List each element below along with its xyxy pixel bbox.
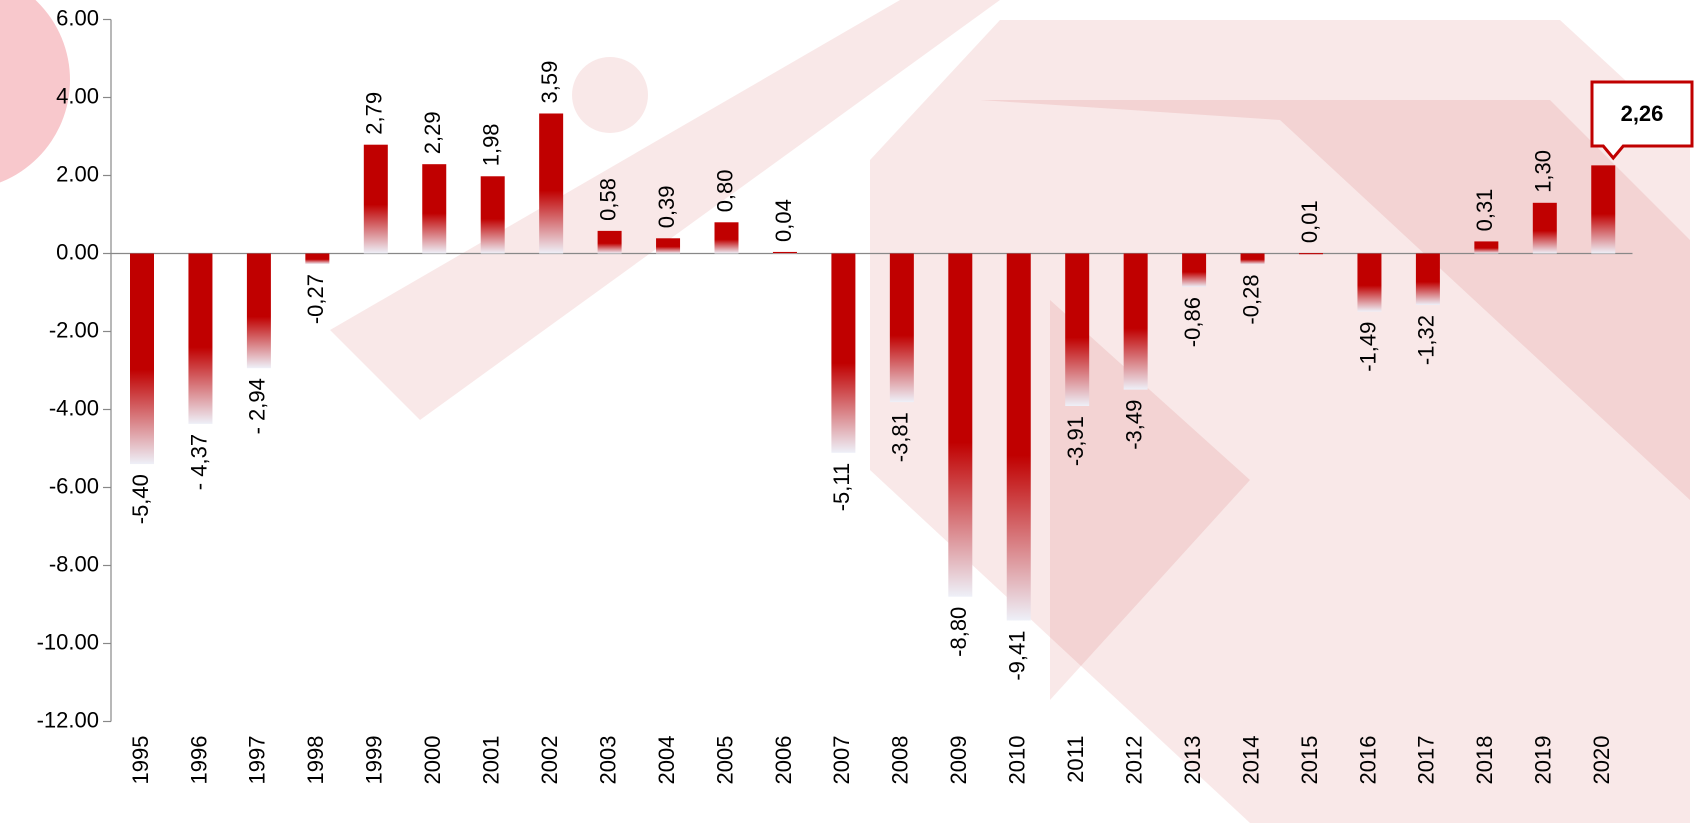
bar: [481, 176, 505, 253]
y-tick-label: 2.00: [56, 161, 99, 186]
y-tick-label: 4.00: [56, 83, 99, 108]
bar: [1591, 165, 1615, 253]
value-label: -3,49: [1121, 400, 1146, 450]
x-tick-label: 2000: [420, 736, 445, 785]
value-label: -3,81: [888, 412, 913, 462]
x-tick-label: 2010: [1005, 736, 1030, 785]
value-label: -1,32: [1414, 315, 1439, 365]
value-label: 0,80: [712, 169, 737, 212]
bar: [948, 254, 972, 597]
bar: [715, 222, 739, 253]
x-tick-label: 2015: [1297, 736, 1322, 785]
bar: [130, 254, 154, 465]
x-tick-label: 2006: [771, 736, 796, 785]
value-label: 0,39: [654, 185, 679, 228]
x-tick-label: 1999: [362, 736, 387, 785]
y-tick-label: -10.00: [37, 629, 99, 654]
x-tick-label: 1998: [303, 736, 328, 785]
x-tick-label: 2013: [1180, 736, 1205, 785]
value-label: 2,79: [362, 92, 387, 135]
value-label: -5,40: [128, 474, 153, 524]
bar: [1065, 254, 1089, 406]
x-tick-label: 2016: [1355, 736, 1380, 785]
y-tick-label: -12.00: [37, 707, 99, 732]
bar: [773, 252, 797, 254]
value-label: 0,04: [771, 199, 796, 242]
x-tick-label: 2003: [595, 736, 620, 785]
value-label: -9,41: [1005, 630, 1030, 680]
value-label: -0,28: [1238, 274, 1263, 324]
y-tick-label: -8.00: [49, 551, 99, 576]
bar: [364, 145, 388, 254]
y-tick-label: 0.00: [56, 239, 99, 264]
x-tick-label: 2009: [946, 736, 971, 785]
value-label: -1,49: [1355, 322, 1380, 372]
x-tick-label: 1996: [186, 736, 211, 785]
x-tick-label: 2018: [1472, 736, 1497, 785]
x-tick-label: 2017: [1414, 736, 1439, 785]
value-label: 1,30: [1531, 150, 1556, 193]
x-tick-label: 2004: [654, 736, 679, 785]
value-label: - 2,94: [245, 378, 270, 434]
x-tick-label: 2001: [479, 736, 504, 785]
bar: [1241, 254, 1265, 265]
value-label: 0,58: [595, 178, 620, 221]
x-tick-label: 2007: [829, 736, 854, 785]
x-tick-label: 2011: [1063, 736, 1088, 783]
value-label: 1,98: [479, 123, 504, 166]
value-label: 3,59: [537, 61, 562, 104]
bar: [247, 254, 271, 369]
bar: [598, 231, 622, 254]
bar: [1416, 254, 1440, 305]
value-label: 2,29: [420, 111, 445, 154]
bar: [422, 164, 446, 253]
value-label: 0,31: [1472, 189, 1497, 232]
y-tick-label: -2.00: [49, 317, 99, 342]
value-label: -3,91: [1063, 416, 1088, 466]
bar: [1299, 253, 1323, 255]
value-label: -0,86: [1180, 297, 1205, 347]
bar: [1124, 254, 1148, 390]
x-tick-label: 2014: [1238, 736, 1263, 785]
y-tick-label: -6.00: [49, 473, 99, 498]
value-label: -5,11: [829, 463, 854, 512]
bar: [1357, 254, 1381, 312]
y-tick-label: 6.00: [56, 5, 99, 30]
bar: [656, 238, 680, 253]
chart: -12.00 -10.00 -8.00 -6.00 -4.00 -2.00 0.00 2.00…: [0, 0, 1696, 823]
value-label: 0,01: [1297, 200, 1322, 243]
bar: [890, 254, 914, 403]
x-tick-label: 2008: [888, 736, 913, 785]
x-tick-label: 2020: [1589, 736, 1614, 785]
value-label: -8,80: [946, 607, 971, 657]
value-label: -0,27: [303, 274, 328, 324]
value-label: - 4,37: [186, 434, 211, 490]
bar: [1533, 203, 1557, 254]
x-tick-label: 2012: [1121, 736, 1146, 785]
x-tick-label: 1997: [245, 736, 270, 785]
bar: [1474, 241, 1498, 253]
bar: [305, 254, 329, 265]
bar: [539, 113, 563, 253]
x-tick-label: 2019: [1531, 736, 1556, 785]
bar: [188, 254, 212, 424]
y-tick-label: -4.00: [49, 395, 99, 420]
bar: [1007, 254, 1031, 621]
value-label: 2,26: [1621, 101, 1664, 126]
x-tick-label: 2005: [712, 736, 737, 785]
bar: [831, 254, 855, 453]
bar: [1182, 254, 1206, 288]
x-tick-label: 2002: [537, 736, 562, 785]
x-tick-label: 1995: [128, 736, 153, 785]
